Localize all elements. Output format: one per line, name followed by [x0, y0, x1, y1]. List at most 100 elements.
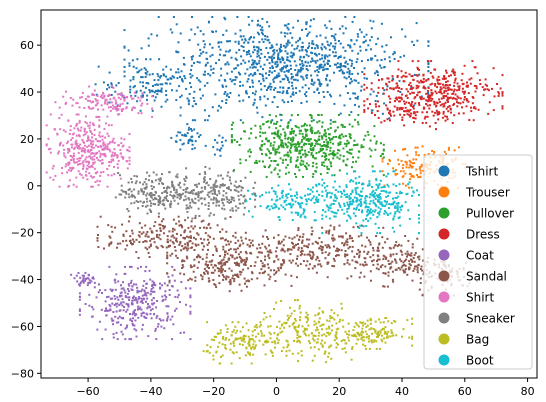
point-coat [171, 265, 174, 268]
point-tshirt [393, 58, 396, 60]
point-tshirt [147, 44, 150, 47]
point-dress [426, 111, 428, 114]
point-sandal [97, 234, 99, 236]
point-trouser [416, 174, 419, 176]
point-sneaker [254, 198, 257, 201]
point-tshirt [177, 51, 180, 54]
point-pullover [353, 139, 356, 142]
point-pullover [301, 135, 304, 138]
point-tshirt [175, 50, 178, 53]
point-bag [231, 331, 234, 334]
point-tshirt [297, 19, 299, 22]
point-sandal [251, 239, 254, 242]
point-sneaker [187, 216, 189, 219]
point-coat [151, 307, 154, 310]
point-bag [263, 312, 266, 314]
point-sandal [155, 229, 158, 232]
point-shirt [95, 99, 98, 102]
point-bag [384, 326, 387, 329]
point-bag [251, 338, 254, 341]
point-dress [421, 122, 424, 124]
point-tshirt [199, 48, 202, 51]
point-sneaker [119, 174, 121, 177]
point-sandal [274, 271, 277, 274]
point-sandal [175, 232, 178, 235]
point-pullover [250, 151, 252, 154]
point-sandal [230, 269, 233, 272]
point-coat [133, 299, 136, 302]
point-shirt [110, 174, 113, 177]
point-bag [220, 356, 222, 358]
point-shirt [61, 172, 64, 175]
point-tshirt [344, 65, 347, 68]
point-sandal [229, 240, 232, 243]
point-sneaker [134, 196, 136, 199]
point-pullover [297, 145, 300, 148]
point-shirt [70, 143, 73, 146]
point-sandal [180, 225, 183, 228]
point-sandal [185, 255, 188, 258]
point-pullover [348, 114, 351, 116]
point-tshirt [383, 66, 386, 69]
point-tshirt [285, 69, 288, 72]
point-bag [285, 350, 288, 353]
point-tshirt [304, 93, 306, 96]
point-sandal [306, 253, 309, 256]
point-tshirt [224, 91, 227, 93]
point-tshirt [347, 67, 350, 70]
point-sneaker [217, 200, 220, 203]
point-coat [110, 290, 113, 292]
point-dress [418, 81, 421, 84]
point-tshirt [295, 87, 298, 90]
point-shirt [109, 150, 112, 153]
point-sandal [309, 254, 312, 257]
point-bag [327, 355, 330, 358]
point-sneaker [223, 198, 226, 201]
point-shirt [106, 143, 109, 146]
point-tshirt [270, 85, 273, 88]
point-shirt [102, 148, 105, 151]
point-shirt [100, 171, 102, 174]
point-coat [131, 285, 134, 288]
point-sandal [236, 261, 238, 264]
point-bag [318, 331, 321, 334]
point-trouser [408, 166, 411, 169]
point-sandal [179, 242, 182, 245]
point-sneaker [237, 194, 240, 197]
point-bag [255, 323, 258, 326]
point-dress [456, 101, 458, 104]
point-tshirt [326, 40, 329, 43]
point-bag [360, 334, 363, 337]
point-tshirt [196, 26, 199, 29]
point-bag [335, 322, 338, 325]
point-shirt [139, 99, 142, 102]
point-pullover [270, 171, 273, 174]
point-dress [426, 115, 429, 118]
point-tshirt [319, 34, 322, 37]
point-bag [265, 339, 268, 342]
point-sandal [422, 259, 425, 262]
point-dress [462, 82, 465, 85]
point-coat [128, 299, 131, 301]
point-bag [304, 332, 306, 335]
point-sandal [122, 240, 124, 243]
point-tshirt [253, 49, 256, 51]
point-tshirt [216, 109, 219, 112]
point-bag [338, 320, 341, 323]
point-trouser [418, 176, 421, 178]
point-shirt [106, 101, 109, 104]
point-tshirt [305, 76, 308, 79]
point-boot [361, 209, 364, 212]
point-pullover [332, 150, 335, 153]
point-tshirt [344, 16, 347, 18]
point-shirt [68, 179, 71, 182]
point-trouser [419, 169, 422, 172]
point-sneaker [152, 198, 155, 201]
point-trouser [415, 158, 418, 161]
point-pullover [294, 173, 296, 175]
point-sandal [224, 250, 226, 253]
point-shirt [129, 95, 132, 98]
point-bag [358, 334, 361, 337]
point-pullover [310, 145, 312, 148]
point-coat [141, 302, 144, 304]
